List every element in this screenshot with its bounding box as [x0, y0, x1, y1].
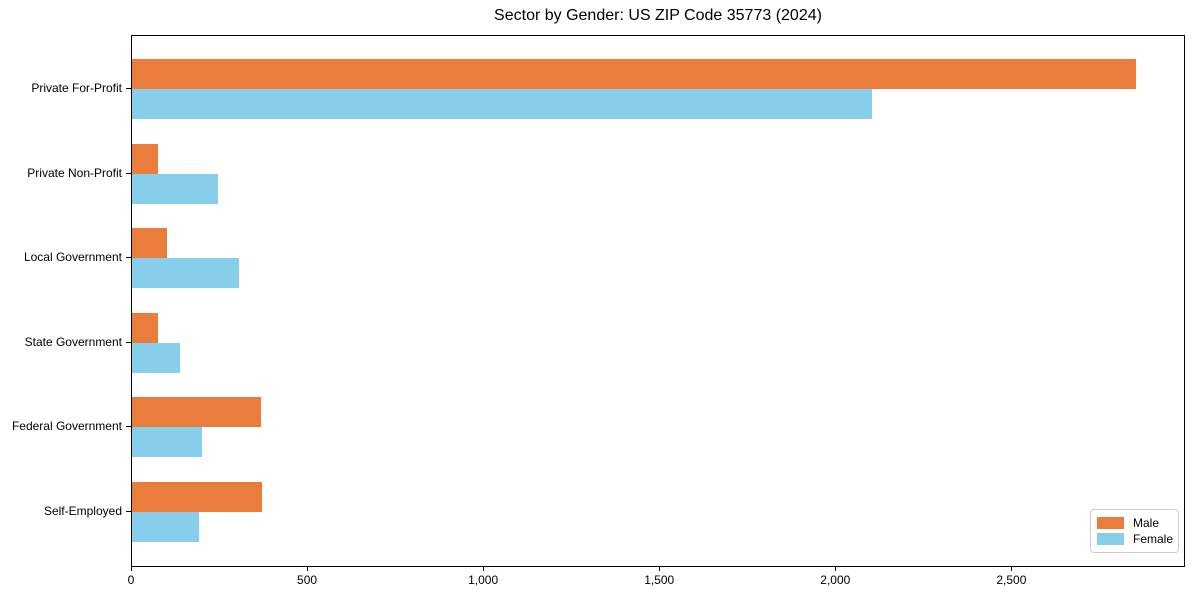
legend-entry-female: Female — [1097, 531, 1174, 547]
x-axis-tick-label: 2,000 — [820, 573, 851, 587]
y-axis-category-label: Self-Employed — [43, 503, 122, 518]
plot-area — [131, 35, 1185, 567]
x-axis-tick-label: 0 — [127, 573, 135, 587]
bar-female-local-government — [132, 258, 239, 288]
legend: Male Female — [1090, 509, 1179, 553]
bar-female-private-for-profit — [132, 89, 872, 119]
bar-male-private-for-profit — [132, 59, 1136, 89]
legend-swatch-female — [1097, 533, 1124, 545]
y-axis-tick — [126, 257, 131, 258]
legend-label-female: Female — [1133, 532, 1174, 546]
chart-title: Sector by Gender: US ZIP Code 35773 (202… — [494, 7, 822, 24]
y-axis-category-label: State Government — [24, 334, 122, 349]
x-axis-tick — [483, 567, 485, 571]
y-axis-tick — [126, 510, 131, 512]
x-axis-tick — [1011, 567, 1013, 571]
bar-female-state-government — [132, 342, 180, 373]
bar-male-state-government — [132, 312, 158, 343]
y-axis-tick — [126, 426, 131, 427]
y-axis-tick — [126, 341, 131, 343]
y-axis-category-label: Local Government — [23, 250, 122, 264]
x-axis-tick-label: 2,500 — [996, 573, 1027, 587]
y-axis-category-label: Federal Government — [11, 419, 122, 433]
x-axis-tick-label: 1,500 — [644, 573, 675, 587]
x-axis-tick — [307, 567, 309, 571]
bar-female-federal-government — [132, 427, 202, 457]
bar-male-federal-government — [132, 397, 261, 427]
bar-male-local-government — [132, 228, 167, 258]
y-axis-category-label: Private Non-Profit — [27, 165, 122, 180]
legend-label-male: Male — [1133, 516, 1160, 530]
bar-female-private-non-profit — [132, 173, 218, 204]
y-axis-tick — [126, 172, 131, 174]
bar-male-self-employed — [132, 481, 262, 512]
x-axis-tick-label: 500 — [297, 573, 318, 587]
x-axis-tick — [131, 567, 132, 571]
x-axis-tick — [659, 567, 661, 571]
legend-entry-male: Male — [1097, 515, 1172, 531]
y-axis-category-label: Private For-Profit — [31, 81, 122, 95]
bar-female-self-employed — [132, 511, 199, 542]
legend-swatch-male — [1097, 517, 1124, 529]
x-axis-tick-label: 1,000 — [468, 573, 499, 587]
bar-male-private-non-profit — [132, 143, 158, 174]
x-axis-tick — [835, 567, 837, 571]
y-axis-tick — [126, 88, 131, 89]
